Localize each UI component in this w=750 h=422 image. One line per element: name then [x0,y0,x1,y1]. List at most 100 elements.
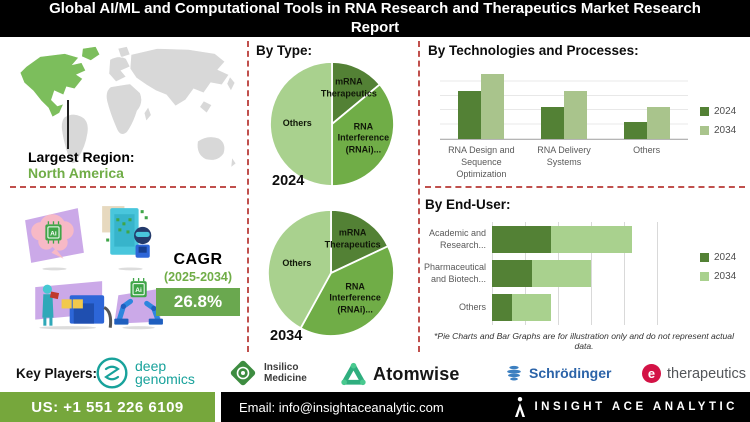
north-america-shape [19,53,87,118]
brand-block: INSIGHT ACE ANALYTIC [513,397,738,417]
legend-swatch-icon [700,253,709,262]
cagr-label: CAGR [173,251,223,268]
divider-horizontal-left [10,186,236,188]
hbar-segment-2024 [492,226,552,253]
end-user-legend: 2024 2034 [700,252,736,282]
bar-category-label: Others [633,145,661,155]
world-map-svg [19,46,237,169]
by-type-heading: By Type: [256,43,313,58]
bar-2034 [646,106,670,139]
insight-ace-logo-icon [515,397,526,417]
divider-vertical-right [418,41,420,352]
divider-vertical-left [247,41,249,352]
phone-banner: US: +1 551 226 6109 [0,392,215,422]
legend-item-2024: 2024 [700,106,736,117]
legend-label: 2024 [714,106,737,117]
technologies-legend: 2024 2034 [700,106,736,136]
pie-slice [330,209,390,275]
machine-operator-illustration [35,281,113,330]
bar-2024 [623,121,647,139]
hbar-category-label: Academic and Research... [428,228,486,250]
hbar-segment-2024 [492,260,532,287]
hbar-segment-2034 [511,294,552,321]
australia-shape [197,136,237,169]
svg-text:Ai: Ai [135,287,142,294]
legend-label: 2034 [714,271,737,282]
pie-slice [331,83,395,187]
legend-swatch-icon [700,272,709,281]
brand-name: INSIGHT ACE ANALYTIC [534,401,738,413]
by-end-user-heading: By End-User: [425,197,511,212]
hbar-segment-2034 [531,260,591,287]
page-title: Global AI/ML and Computational Tools in … [0,0,750,37]
deep-genomics-rings-icon [96,357,128,389]
insilico-wordmark: Insilico Medicine [264,362,307,384]
bar-group [605,68,688,139]
email-banner: Email: info@insightaceanalytic.com INSIG… [221,392,750,422]
cagr-block: CAGR (2025-2034) 26.8% [156,251,240,316]
legend-label: 2034 [714,125,737,136]
region-pointer-line [67,100,69,149]
cagr-value-badge: 26.8% [156,288,240,316]
robot-arms-illustration: Ai [114,278,163,330]
legend-item-2034: 2034 [700,125,736,136]
legend-swatch-icon [700,107,709,116]
legend-item-2034: 2034 [700,271,736,282]
hbar-segment-2034 [551,226,633,253]
technologies-bar-chart: RNA Design and Sequence Optimization RNA … [440,68,688,180]
europe-shape [108,46,131,83]
pie-svg [267,209,395,337]
asia-shape [129,48,236,114]
pie-year-2034: 2034 [270,328,303,344]
by-technologies-heading: By Technologies and Processes: [428,43,639,58]
largest-region-label: Largest Region: [28,149,135,165]
hbar-row [492,226,690,253]
ai-illustration-svg: Ai [25,206,163,330]
hbar-segment-2024 [492,294,512,321]
greenland-shape [81,46,101,61]
key-players-label: Key Players: [16,366,98,381]
charts-footnote: *Pie Charts and Bar Graphs are for illus… [434,331,734,351]
largest-region-block: Largest Region: North America [28,149,135,181]
bar-group [523,68,606,139]
hbar-row [492,294,690,321]
ai-illustration: Ai [14,200,172,350]
legend-item-2024: 2024 [700,252,736,263]
north-america-highlight [19,46,101,118]
insilico-diamond-icon [230,360,256,386]
bar-plot-area [440,68,688,140]
hbar-plot-area [492,222,690,325]
bar-2034 [564,90,587,139]
key-player-deep-genomics: deep genomics [95,356,195,390]
schrodinger-wordmark: Schrödinger [529,365,612,381]
key-player-atomwise: Atomwise [340,362,460,387]
legend-label: 2024 [714,252,737,263]
world-map [6,44,240,176]
robot-screen-illustration [102,206,152,271]
pie-slice [299,244,395,337]
bar-category-label: RNA Design and Sequence Optimization [448,145,515,180]
atomwise-wordmark: Atomwise [373,364,460,384]
bar-category-label: RNA Delivery Systems [537,145,591,168]
bar-group [440,68,523,139]
pie-chart-2034: mRNA Therapeutics RNA Interference (RNAi)… [266,208,396,338]
svg-text:Ai: Ai [50,230,57,237]
key-player-e-therapeutics: e therapeutics [642,364,746,383]
pie-svg [269,61,395,187]
deep-genomics-wordmark: deep genomics [135,357,195,387]
hbar-category-labels: Academic and Research... Pharmaceutical a… [424,222,492,325]
pie-chart-2024: mRNA Therapeutics RNA Interference (RNAi)… [268,60,396,188]
bar-category-labels: RNA Design and Sequence Optimization RNA … [440,144,688,180]
email-text: Email: info@insightaceanalytic.com [239,399,444,415]
end-user-bar-chart: Academic and Research... Pharmaceutical a… [424,222,690,325]
e-circle-icon: e [642,364,661,383]
africa-shape [106,83,152,135]
brain-ai-illustration: Ai [25,208,84,271]
bar-2024 [541,106,564,139]
cagr-period: (2025-2034) [163,270,233,284]
pie-slice [267,209,332,330]
divider-horizontal-right [425,186,745,188]
bar-2034 [481,74,505,139]
continent-shapes [61,46,237,169]
